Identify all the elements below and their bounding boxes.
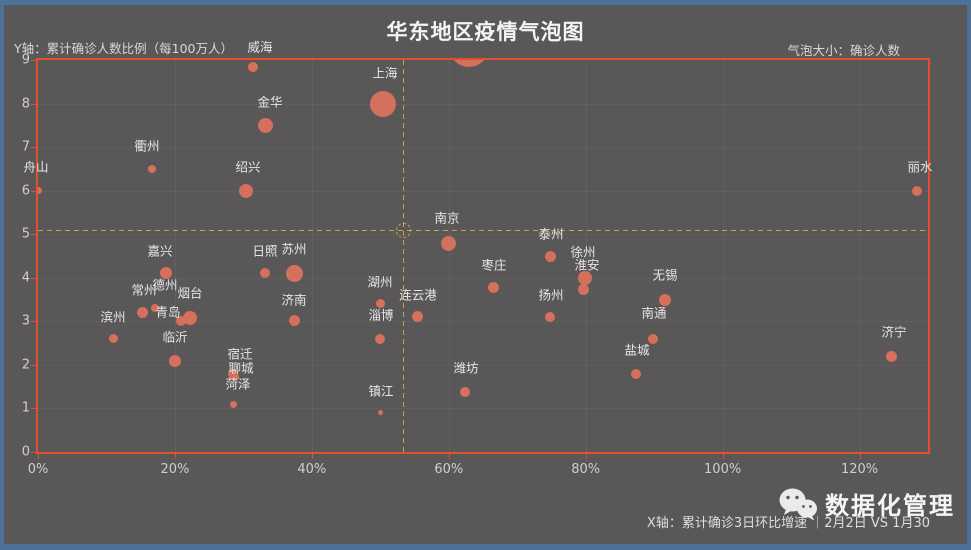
- bubble: [289, 314, 301, 326]
- bubble: [148, 164, 157, 173]
- y-axis-tick-label: 3: [21, 313, 30, 329]
- bubble: [151, 304, 160, 313]
- y-axis-tick-label: 7: [21, 139, 30, 155]
- bubble: [647, 333, 658, 344]
- grid-line-vertical: [859, 60, 861, 452]
- grid-line-vertical: [448, 60, 450, 452]
- bottom-edge-strip: [0, 544, 971, 550]
- grid-line-vertical: [311, 60, 313, 452]
- brand-name: 数据化管理: [825, 492, 955, 520]
- bubble: [38, 187, 42, 195]
- bubble: [578, 284, 590, 296]
- y-axis-tick-label: 0: [21, 444, 30, 460]
- bubble: [375, 333, 386, 344]
- brand-block: 数据化管理: [778, 486, 955, 521]
- grid-line-horizontal: [38, 190, 928, 192]
- x-axis-tick-label: 60%: [434, 462, 464, 477]
- bubble-size-note: 气泡大小：确诊人数: [787, 43, 900, 58]
- bubble: [160, 267, 173, 280]
- bubble: [182, 310, 197, 325]
- reference-marker: [395, 222, 411, 238]
- bubble: [285, 264, 303, 282]
- bubble: [488, 281, 500, 293]
- y-axis-tick-label: 6: [21, 183, 30, 199]
- y-axis-tick: [31, 103, 36, 105]
- y-axis-tick-label: 1: [21, 400, 30, 416]
- x-axis-tick-label: 40%: [297, 462, 327, 477]
- grid-line-horizontal: [38, 364, 928, 366]
- bubble: [460, 386, 471, 397]
- x-axis-tick: [311, 454, 313, 459]
- y-axis-tick-label: 2: [21, 357, 30, 373]
- x-axis-tick: [722, 454, 724, 459]
- bubble: [247, 61, 258, 72]
- grid-line-vertical: [585, 60, 587, 452]
- reference-line-vertical: [402, 60, 404, 452]
- reference-line-horizontal: [38, 229, 928, 231]
- y-axis-tick: [31, 364, 36, 366]
- wechat-icon: [778, 487, 818, 521]
- bubble: [440, 236, 456, 252]
- bubble: [168, 354, 181, 367]
- y-axis-tick: [31, 277, 36, 279]
- grid-line-vertical: [722, 60, 724, 452]
- y-axis-note: Y轴：累计确诊人数比例（每100万人）: [14, 41, 233, 56]
- grid-line-vertical: [174, 60, 176, 452]
- x-axis-tick-label: 20%: [160, 462, 190, 477]
- y-axis-tick: [31, 408, 36, 410]
- bubble: [377, 410, 383, 416]
- x-axis-tick: [585, 454, 587, 459]
- bubble: [109, 334, 119, 344]
- x-axis-tick: [174, 454, 176, 459]
- y-axis-tick: [31, 321, 36, 323]
- bubble: [239, 183, 254, 198]
- y-axis-tick-label: 4: [21, 270, 30, 286]
- y-axis-tick-label: 5: [21, 226, 30, 242]
- x-axis-tick-label: 120%: [840, 462, 879, 477]
- top-edge-strip: [0, 0, 971, 5]
- x-axis-tick-label: 100%: [704, 462, 742, 477]
- grid-line-horizontal: [38, 408, 928, 410]
- bubble: [630, 368, 641, 379]
- bubble: [411, 311, 423, 323]
- y-axis-tick-label: 8: [21, 96, 30, 112]
- left-edge-strip: [0, 0, 4, 550]
- bubble: [260, 268, 271, 279]
- y-axis-tick: [31, 452, 36, 453]
- x-axis-tick-label: 0%: [27, 462, 49, 477]
- x-axis-tick: [859, 454, 861, 459]
- bubble: [375, 298, 385, 308]
- right-edge-strip: [967, 0, 971, 550]
- bubble: [229, 401, 237, 409]
- bubble: [231, 373, 240, 382]
- y-axis-tick: [31, 60, 36, 61]
- grid-line-horizontal: [38, 103, 928, 105]
- bubble: [544, 251, 556, 263]
- page-title: 华东地区疫情气泡图: [386, 20, 585, 44]
- bubble: [137, 307, 149, 319]
- x-axis-tick: [448, 454, 450, 459]
- bubble: [578, 270, 592, 285]
- y-axis-tick: [31, 234, 36, 236]
- x-axis-note: X轴：累计确诊3日环比增速 ｜2月2日 VS 1月30: [646, 516, 930, 531]
- plot-area: [38, 60, 928, 452]
- grid-line-horizontal: [38, 277, 928, 279]
- grid-line-horizontal: [38, 147, 928, 149]
- x-axis-tick-label: 80%: [571, 462, 601, 477]
- bubble: [886, 350, 898, 362]
- x-axis-tick: [38, 454, 39, 459]
- bubble: [258, 117, 274, 133]
- y-axis-tick: [31, 190, 36, 192]
- grid-line-horizontal: [38, 234, 928, 236]
- bubble: [370, 90, 397, 117]
- bubble: [545, 311, 556, 322]
- y-axis-tick: [31, 147, 36, 149]
- bubble: [912, 185, 923, 196]
- bubble: [659, 293, 672, 306]
- grid-line-horizontal: [38, 321, 928, 323]
- bubble: [449, 60, 490, 67]
- bubble: [176, 316, 187, 327]
- y-axis-tick-label: 9: [21, 52, 30, 68]
